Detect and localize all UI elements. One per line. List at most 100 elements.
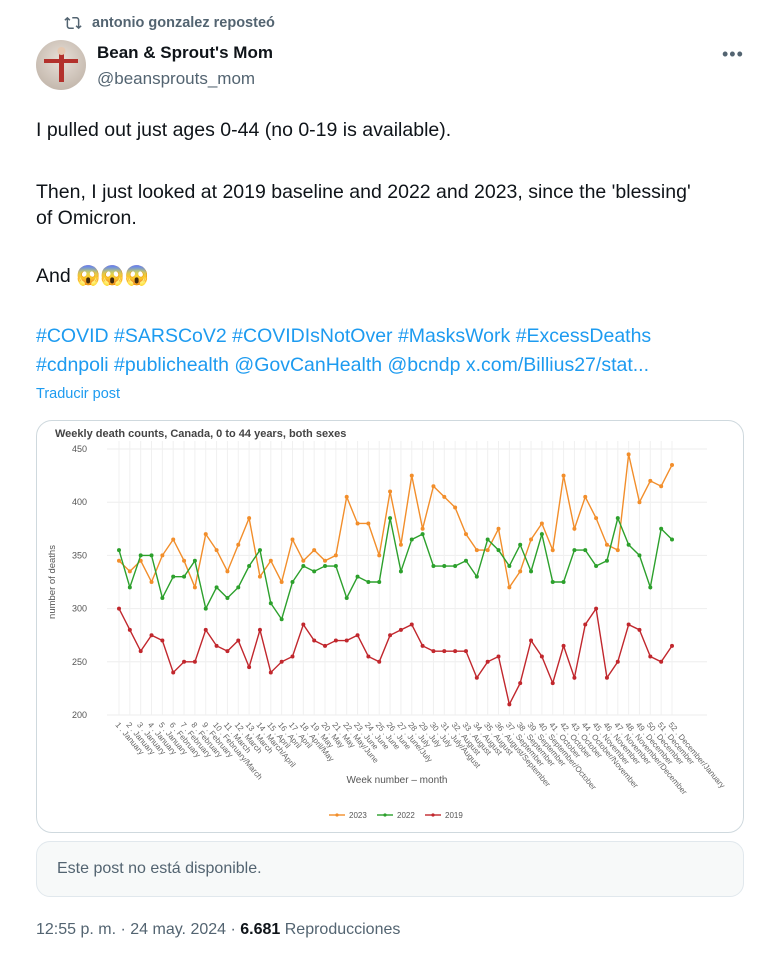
data-point bbox=[659, 526, 664, 531]
data-point bbox=[138, 649, 143, 654]
author-name[interactable]: Bean & Sprout's Mom bbox=[97, 43, 273, 62]
series-line-2022 bbox=[118, 515, 673, 621]
data-point bbox=[247, 564, 252, 569]
data-point bbox=[518, 569, 523, 574]
hashtags[interactable]: #COVID #SARSCoV2 #COVIDIsNotOver #MasksW… bbox=[36, 322, 736, 380]
data-point bbox=[463, 649, 468, 654]
data-point bbox=[572, 526, 577, 531]
data-point bbox=[312, 569, 317, 574]
y-tick-label: 300 bbox=[72, 604, 87, 614]
data-point bbox=[398, 569, 403, 574]
data-point bbox=[409, 537, 414, 542]
data-point bbox=[301, 558, 306, 563]
data-point bbox=[149, 633, 154, 638]
data-point bbox=[203, 627, 208, 632]
data-point bbox=[550, 548, 555, 553]
data-point bbox=[648, 585, 653, 590]
data-point bbox=[659, 659, 664, 664]
data-point bbox=[431, 649, 436, 654]
data-point bbox=[604, 558, 609, 563]
data-point bbox=[518, 542, 523, 547]
data-point bbox=[171, 670, 176, 675]
repost-indicator[interactable]: antonio gonzalez reposteó bbox=[64, 14, 275, 32]
data-point bbox=[290, 537, 295, 542]
data-point bbox=[214, 585, 219, 590]
data-point bbox=[431, 484, 436, 489]
data-point bbox=[182, 574, 187, 579]
post-text-line: Then, I just looked at 2019 baseline and… bbox=[36, 181, 691, 203]
data-point bbox=[637, 627, 642, 632]
chart-image[interactable]: Weekly death counts, Canada, 0 to 44 yea… bbox=[36, 420, 744, 833]
data-point bbox=[507, 564, 512, 569]
data-point bbox=[485, 537, 490, 542]
data-point bbox=[398, 542, 403, 547]
data-point bbox=[388, 633, 393, 638]
hashtags-line[interactable]: #COVID #SARSCoV2 #COVIDIsNotOver #MasksW… bbox=[36, 325, 652, 347]
legend-label: 2019 bbox=[445, 811, 463, 820]
data-point bbox=[268, 601, 273, 606]
post-text-line: And 😱😱😱 bbox=[36, 265, 149, 287]
more-icon[interactable]: ••• bbox=[722, 44, 744, 64]
data-point bbox=[192, 558, 197, 563]
data-point bbox=[496, 526, 501, 531]
data-point bbox=[279, 617, 284, 622]
data-point bbox=[225, 569, 230, 574]
data-point bbox=[398, 627, 403, 632]
data-point bbox=[539, 654, 544, 659]
data-point bbox=[182, 659, 187, 664]
data-point bbox=[127, 627, 132, 632]
avatar[interactable] bbox=[36, 40, 86, 90]
data-point bbox=[247, 665, 252, 670]
data-point bbox=[366, 654, 371, 659]
data-point bbox=[561, 580, 566, 584]
y-tick-label: 400 bbox=[72, 497, 87, 507]
repost-text: antonio gonzalez reposteó bbox=[92, 15, 275, 31]
data-point bbox=[236, 542, 241, 547]
data-point bbox=[496, 654, 501, 659]
author-handle[interactable]: @beansprouts_mom bbox=[97, 69, 256, 88]
data-point bbox=[539, 521, 544, 526]
repost-icon bbox=[64, 16, 82, 30]
data-point bbox=[225, 595, 230, 600]
unavailable-quote[interactable]: Este post no está disponible. bbox=[36, 841, 744, 897]
data-point bbox=[182, 558, 187, 563]
data-point bbox=[659, 484, 664, 489]
data-point bbox=[507, 585, 512, 590]
views-label: Reproducciones bbox=[280, 921, 401, 938]
legend-label: 2022 bbox=[397, 811, 415, 820]
translate-link[interactable]: Traducir post bbox=[36, 386, 121, 402]
timestamp[interactable]: 12:55 p. m. · 24 may. 2024 · bbox=[36, 921, 241, 938]
data-point bbox=[550, 580, 555, 584]
data-point bbox=[539, 532, 544, 537]
data-point bbox=[604, 542, 609, 547]
data-point bbox=[290, 654, 295, 659]
data-point bbox=[474, 548, 479, 553]
line-chart: Weekly death counts, Canada, 0 to 44 yea… bbox=[47, 428, 727, 820]
data-point bbox=[333, 553, 338, 558]
hashtags-line[interactable]: #cdnpoli #publichealth @GovCanHealth @bc… bbox=[36, 354, 650, 376]
data-point bbox=[257, 574, 262, 579]
data-point bbox=[160, 638, 165, 643]
data-point bbox=[626, 542, 631, 547]
data-point bbox=[594, 606, 599, 611]
data-point bbox=[550, 681, 555, 686]
data-point bbox=[670, 537, 674, 542]
data-point bbox=[377, 659, 382, 664]
data-point bbox=[301, 622, 306, 627]
data-point bbox=[236, 638, 241, 643]
data-point bbox=[409, 622, 414, 627]
data-point bbox=[572, 675, 577, 680]
series-line-2019 bbox=[118, 606, 673, 707]
legend-marker bbox=[431, 813, 435, 817]
data-point bbox=[615, 659, 620, 664]
data-point bbox=[583, 622, 588, 627]
data-point bbox=[420, 526, 425, 531]
data-point bbox=[355, 574, 360, 579]
data-point bbox=[507, 702, 512, 707]
data-point bbox=[561, 473, 566, 478]
data-point bbox=[160, 595, 165, 600]
data-point bbox=[648, 654, 653, 659]
data-point bbox=[474, 675, 479, 680]
data-point bbox=[442, 494, 447, 499]
data-point bbox=[431, 564, 436, 569]
